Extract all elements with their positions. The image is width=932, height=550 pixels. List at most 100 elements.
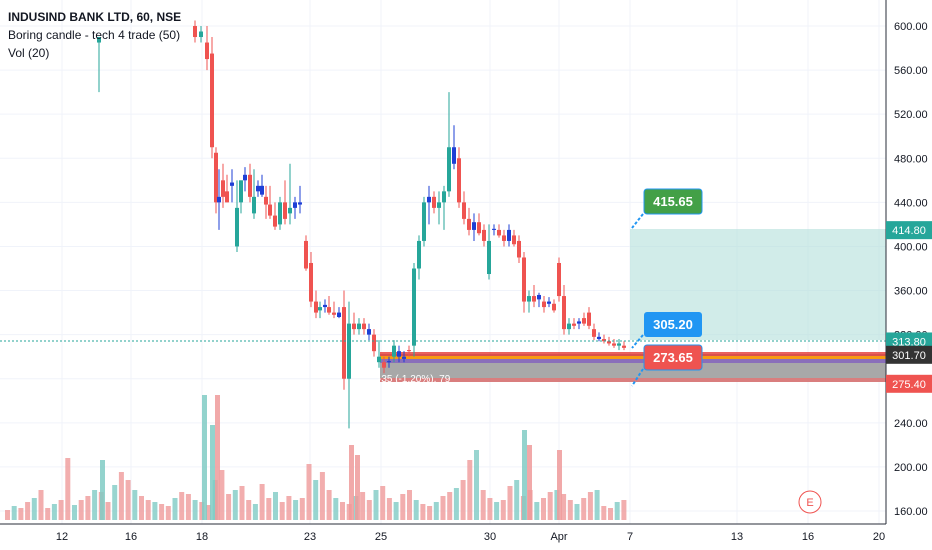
candle — [462, 191, 466, 225]
candle-body — [562, 296, 566, 330]
volume-bar — [293, 500, 299, 520]
candle-body — [367, 329, 371, 335]
candle-body — [318, 307, 322, 311]
candle-body — [532, 296, 536, 302]
candle-body — [617, 343, 621, 346]
volume-bar — [172, 498, 178, 520]
stop-callout-label: 273.65 — [653, 350, 693, 365]
price-tick-label: 480.00 — [894, 153, 928, 165]
volume-bar — [105, 502, 111, 520]
volume-bar — [202, 395, 207, 520]
price-tag-label: 301.70 — [892, 350, 926, 362]
candle-body — [537, 294, 541, 300]
volume-bar — [259, 484, 265, 520]
candle-body — [427, 196, 431, 203]
candle-body — [487, 240, 491, 275]
volume-bar — [574, 504, 580, 520]
candle-body — [283, 202, 287, 219]
candle — [221, 163, 225, 208]
time-tick-label: 30 — [484, 531, 496, 543]
price-tick-label: 400.00 — [894, 241, 928, 253]
time-axis[interactable]: 12 16 18 23 25 30 Apr 7 13 16 20 — [56, 531, 885, 543]
candle-body — [587, 312, 591, 326]
target-callout[interactable]: 415.65 — [631, 188, 703, 229]
candle-body — [622, 345, 626, 348]
volume-bar — [306, 464, 312, 520]
volume-bar — [567, 500, 573, 520]
candle — [452, 125, 456, 170]
entry-callout[interactable]: 305.20 — [631, 312, 702, 349]
price-tick-label: 200.00 — [894, 462, 928, 474]
candle — [497, 224, 501, 238]
candle-body — [467, 218, 471, 230]
candle — [327, 296, 331, 315]
volume-bar — [453, 488, 459, 520]
price-tag-label: 313.80 — [892, 336, 926, 348]
candle — [467, 207, 471, 236]
candle-body — [337, 312, 341, 317]
candle — [332, 301, 336, 319]
volume-bar — [366, 500, 372, 520]
volume-bar — [159, 504, 165, 520]
volume-bar — [232, 490, 238, 520]
candle-body — [357, 323, 361, 330]
candle — [273, 202, 277, 230]
indicator-boring-candle[interactable]: Boring candle - tech 4 trade (50) — [8, 28, 181, 42]
candle — [387, 356, 391, 368]
volume-bar — [340, 502, 345, 520]
candle — [412, 262, 416, 357]
candle-body — [260, 185, 264, 195]
candle — [587, 307, 591, 330]
candle — [268, 185, 272, 219]
candle-body — [273, 215, 277, 227]
entry-band — [380, 352, 886, 356]
volume-bar — [239, 486, 245, 520]
candle-body — [437, 202, 441, 208]
candle — [437, 191, 441, 225]
volume-bar — [594, 490, 600, 520]
volume-bar — [313, 480, 319, 520]
candle — [230, 169, 234, 203]
candle-body — [309, 262, 313, 302]
symbol-title[interactable]: INDUSIND BANK LTD, 60, NSE — [8, 10, 182, 24]
indicator-volume[interactable]: Vol (20) — [8, 46, 50, 60]
candle — [457, 147, 461, 208]
stop-callout[interactable]: 273.65 — [631, 344, 703, 387]
candle — [337, 307, 341, 319]
candle — [422, 196, 426, 247]
candle — [432, 191, 436, 214]
candle-body — [592, 329, 596, 337]
candle-body — [432, 196, 436, 208]
candle-body — [402, 356, 406, 359]
candle-body — [392, 345, 396, 357]
events-icon[interactable]: E — [798, 490, 822, 514]
candle-body — [397, 351, 401, 357]
volume-bar — [58, 500, 64, 520]
candle — [567, 318, 571, 335]
candle — [352, 312, 356, 335]
candle-body — [457, 158, 461, 203]
candle-body — [442, 191, 446, 203]
candle — [217, 169, 221, 230]
volume-bar — [299, 498, 305, 520]
candle-body — [577, 321, 581, 324]
candle-body — [417, 240, 421, 269]
candle — [362, 318, 366, 335]
time-tick-label: 16 — [125, 531, 137, 543]
candle — [283, 180, 287, 225]
time-tick-label: 7 — [627, 531, 633, 543]
candle-body — [547, 301, 551, 304]
candle — [225, 174, 229, 203]
entry-band-purple — [380, 359, 886, 363]
candle-body — [422, 202, 426, 241]
candle — [342, 290, 346, 390]
volume-bar — [326, 490, 332, 520]
price-axis[interactable]: 600.00 560.00 520.00 480.00 440.00 400.00 360.… — [894, 21, 928, 518]
candle-body — [542, 301, 546, 308]
volume-bar — [487, 498, 493, 520]
candle-body — [597, 336, 601, 340]
candle-body — [567, 323, 571, 330]
candle-body — [193, 26, 197, 38]
volume-bar — [581, 498, 587, 520]
